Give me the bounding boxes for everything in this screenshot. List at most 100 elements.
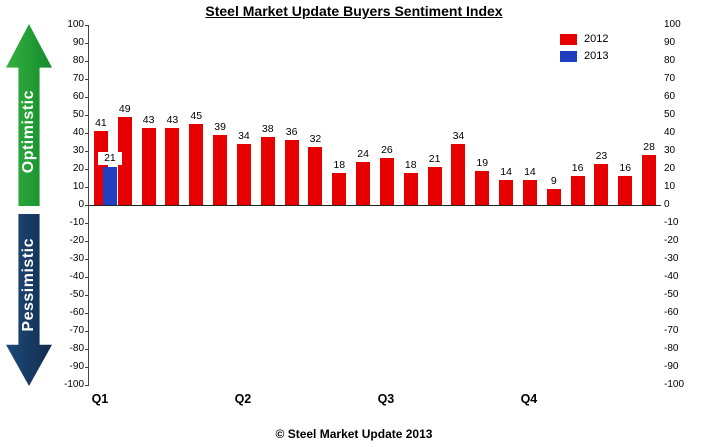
bar-value-label: 14 [524, 165, 536, 178]
y-axis-tickmark [85, 79, 89, 80]
y-tick-label-left: 60 [72, 91, 84, 102]
chart-title: Steel Market Update Buyers Sentiment Ind… [205, 3, 503, 19]
bar-value-label: 16 [619, 162, 632, 175]
y-tick-label-left: 100 [67, 19, 84, 30]
y-axis-left: 100 90 80 70 60 50 40 30 20 10 0 -10 -20 -30 -40 -50 -60… [50, 19, 84, 390]
y-axis-tickmark [85, 331, 89, 332]
bar-2012 [451, 143, 466, 205]
bar-value-label: 21 [428, 153, 441, 166]
y-tick-label-right: -70 [664, 325, 679, 336]
y-tick-label-left: 80 [72, 55, 84, 66]
y-tick-label-right: -30 [664, 253, 679, 264]
bar-2012 [594, 163, 609, 205]
bar-value-label: 34 [452, 129, 465, 142]
y-tick-label-left: 20 [72, 163, 84, 174]
y-tick-label-right: -80 [664, 343, 679, 354]
bar-2012 [213, 134, 228, 205]
bar-value-label: 36 [285, 126, 298, 139]
y-tick-label-right: 30 [664, 145, 676, 156]
legend-swatch-2012 [560, 33, 577, 45]
y-axis-tickmark [85, 349, 89, 350]
bar-2012 [260, 136, 275, 205]
y-tick-label-right: 100 [664, 19, 681, 30]
bar-2012 [546, 188, 561, 205]
bar-2013 [102, 167, 117, 205]
bar-2012 [284, 140, 299, 205]
y-axis-tickmark [85, 97, 89, 98]
y-axis-tickmark [85, 223, 89, 224]
chart-legend: 2012 2013 [560, 33, 608, 67]
y-tick-label-right: -60 [664, 307, 679, 318]
bar-2012 [236, 143, 251, 205]
x-axis-label-q2: Q2 [234, 392, 252, 406]
y-axis-tickmark [85, 259, 89, 260]
y-axis-tickmark [85, 61, 89, 62]
bar-value-label: 43 [166, 113, 179, 126]
y-axis-tickmark [85, 115, 89, 116]
y-tick-label-left: -70 [69, 325, 84, 336]
bar-2012 [189, 124, 204, 205]
y-tick-label-right: -90 [664, 361, 679, 372]
y-axis-tickmark [85, 43, 89, 44]
y-tick-label-right: 80 [664, 55, 676, 66]
legend-label-2012: 2012 [584, 33, 609, 45]
y-axis-tickmark [85, 187, 89, 188]
bar-value-label: 19 [476, 156, 489, 169]
y-tick-label-right: 50 [664, 109, 676, 120]
y-tick-label-right: 0 [664, 199, 670, 210]
bar-2012 [117, 116, 132, 205]
bar-value-label: 16 [571, 162, 584, 175]
y-tick-label-left: 40 [72, 127, 84, 138]
bar-value-label: 28 [643, 140, 655, 153]
bar-2012 [165, 127, 180, 205]
pessimistic-label: Pessimistic [20, 238, 37, 332]
bar-value-label: 43 [142, 113, 155, 126]
y-axis-tickmark [85, 367, 89, 368]
y-axis-tickmark [85, 169, 89, 170]
zero-axis-line [89, 205, 661, 206]
bar-2012 [332, 172, 347, 205]
y-tick-label-left: 10 [72, 181, 84, 192]
y-tick-label-right: 60 [664, 91, 676, 102]
bar-value-label: 39 [214, 120, 226, 133]
y-tick-label-left: -90 [69, 361, 84, 372]
bar-2012 [570, 176, 585, 205]
plot-area: 41 49 43 43 45 39 34 38 36 32 18 24 26 18 21 34 19 14 14 9 1… [85, 25, 661, 386]
legend-item-2012: 2012 [560, 33, 608, 45]
pessimistic-down-arrow: Pessimistic [6, 214, 52, 386]
y-axis-tickmark [85, 205, 89, 206]
bar-2012 [522, 179, 537, 205]
legend-swatch-2013 [560, 50, 577, 62]
bar-value-label: 34 [238, 129, 250, 142]
y-tick-label-left: -20 [69, 235, 84, 246]
y-axis-tickmark [85, 313, 89, 314]
y-tick-label-left: 50 [72, 109, 84, 120]
y-tick-label-right: 40 [664, 127, 676, 138]
y-tick-label-right: 20 [664, 163, 676, 174]
bar-value-label: 14 [500, 165, 512, 178]
y-axis-tickmark [85, 133, 89, 134]
bar-2012 [141, 127, 156, 205]
legend-item-2013: 2013 [560, 50, 608, 62]
x-axis-labels: Q1 Q2 Q3 Q4 [88, 392, 660, 408]
x-axis-label-q1: Q1 [91, 392, 109, 406]
y-tick-label-left: -60 [69, 307, 84, 318]
y-tick-label-right: -40 [664, 271, 679, 282]
bar-value-label: 49 [118, 102, 131, 115]
y-tick-label-right: -20 [664, 235, 679, 246]
y-axis-tickmark [85, 277, 89, 278]
optimistic-label: Optimistic [20, 90, 37, 174]
bar-value-label: 32 [309, 133, 322, 146]
bar-2012 [379, 158, 394, 205]
bar-2012 [427, 167, 442, 205]
bar-2012 [308, 147, 323, 205]
y-axis-tickmark [85, 241, 89, 242]
y-tick-label-left: 90 [72, 37, 84, 48]
bar-value-label: 45 [190, 110, 203, 122]
y-axis-tickmark [85, 295, 89, 296]
y-tick-label-right: 70 [664, 73, 676, 84]
chart-footer: © Steel Market Update 2013 [275, 427, 433, 441]
bar-2012 [499, 179, 514, 205]
y-tick-label-left: 70 [72, 73, 84, 84]
